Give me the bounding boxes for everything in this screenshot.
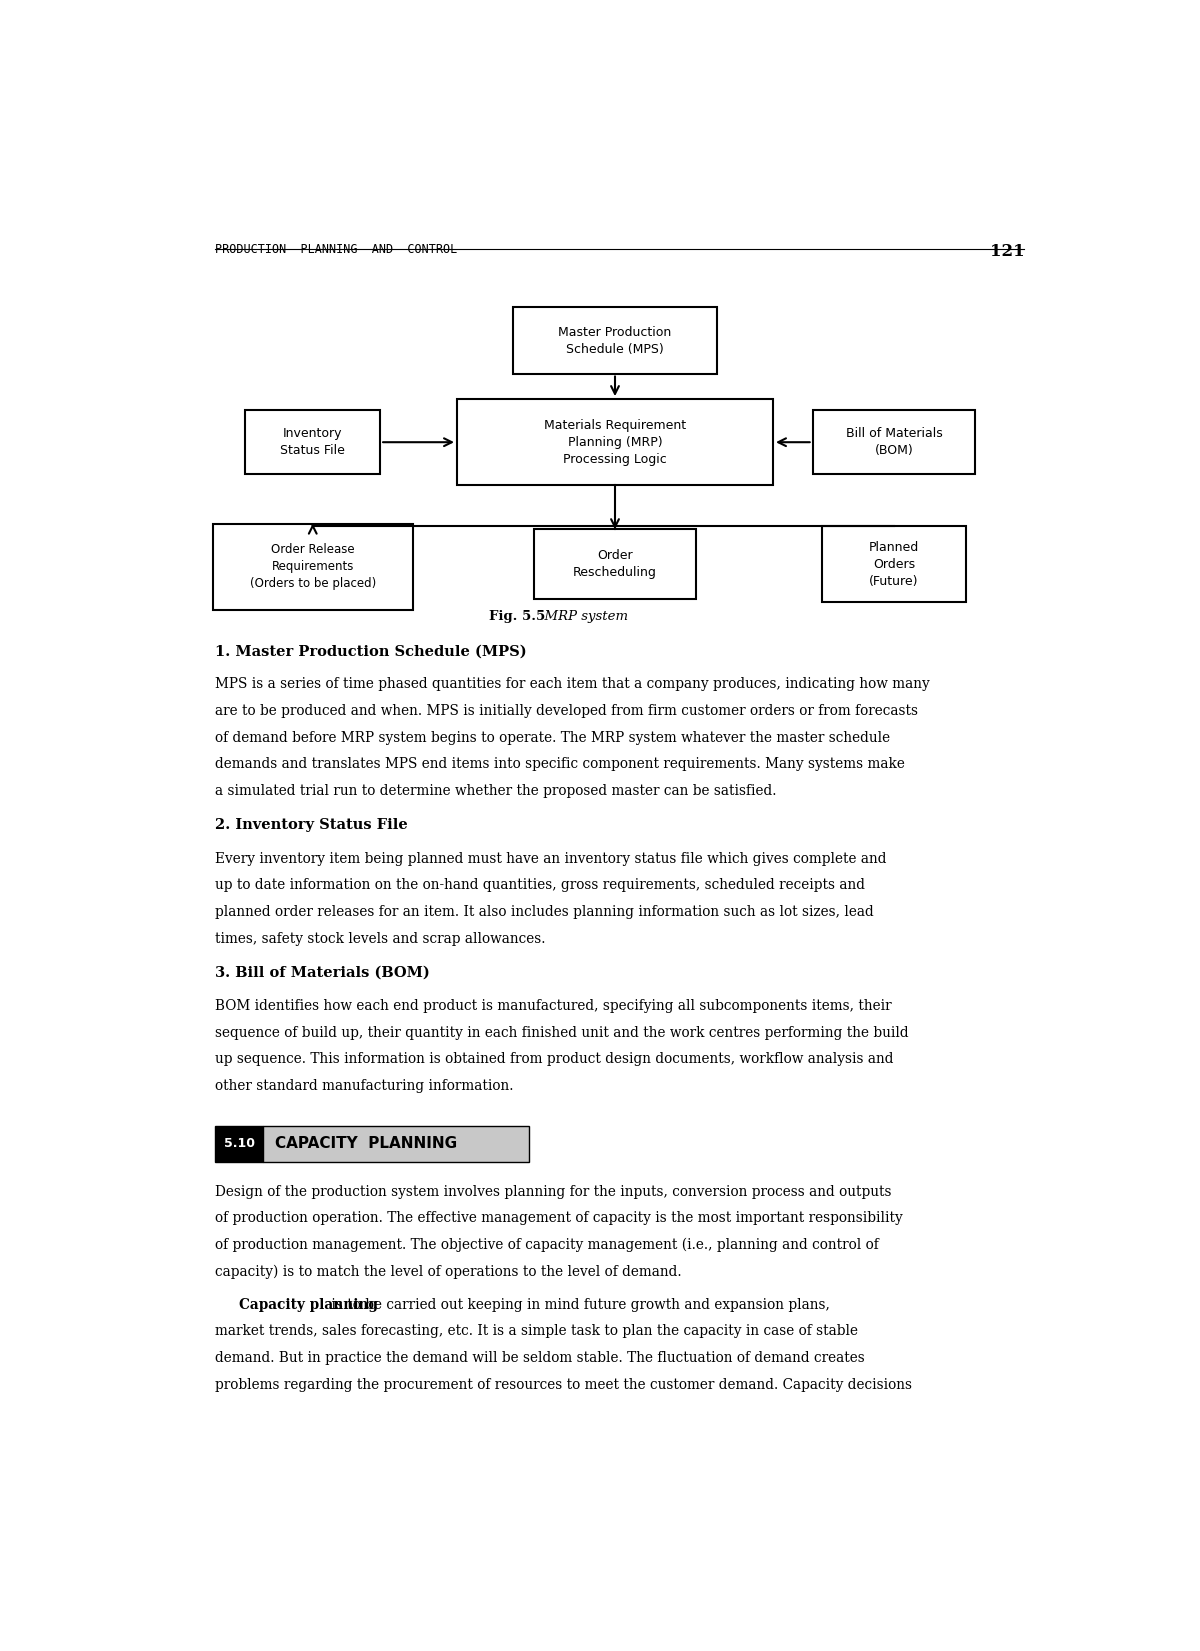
FancyBboxPatch shape xyxy=(822,527,966,603)
FancyBboxPatch shape xyxy=(212,523,413,609)
FancyBboxPatch shape xyxy=(512,307,718,373)
Text: are to be produced and when. MPS is initially developed from firm customer order: are to be produced and when. MPS is init… xyxy=(215,703,918,718)
FancyBboxPatch shape xyxy=(245,411,380,474)
Text: Every inventory item being planned must have an inventory status file which give: Every inventory item being planned must … xyxy=(215,852,887,865)
Text: demands and translates MPS end items into specific component requirements. Many : demands and translates MPS end items int… xyxy=(215,758,905,771)
Text: MPS is a series of time phased quantities for each item that a company produces,: MPS is a series of time phased quantitie… xyxy=(215,677,930,692)
Text: up to date information on the on-hand quantities, gross requirements, scheduled : up to date information on the on-hand qu… xyxy=(215,878,865,892)
Text: a simulated trial run to determine whether the proposed master can be satisfied.: a simulated trial run to determine wheth… xyxy=(215,784,776,797)
Text: of production operation. The effective management of capacity is the most import: of production operation. The effective m… xyxy=(215,1212,902,1225)
Text: CAPACITY  PLANNING: CAPACITY PLANNING xyxy=(275,1136,457,1151)
Text: is to be carried out keeping in mind future growth and expansion plans,: is to be carried out keeping in mind fut… xyxy=(326,1298,829,1313)
Text: Master Production
Schedule (MPS): Master Production Schedule (MPS) xyxy=(558,325,672,355)
Text: Order
Rescheduling: Order Rescheduling xyxy=(574,550,656,580)
Text: problems regarding the procurement of resources to meet the customer demand. Cap: problems regarding the procurement of re… xyxy=(215,1379,912,1392)
Text: Capacity planning: Capacity planning xyxy=(239,1298,378,1313)
Text: Design of the production system involves planning for the inputs, conversion pro: Design of the production system involves… xyxy=(215,1185,892,1199)
Text: Materials Requirement
Planning (MRP)
Processing Logic: Materials Requirement Planning (MRP) Pro… xyxy=(544,419,686,466)
Bar xyxy=(264,1126,528,1162)
Text: 5.10: 5.10 xyxy=(223,1138,254,1151)
Text: of production management. The objective of capacity management (i.e., planning a: of production management. The objective … xyxy=(215,1238,878,1253)
Text: BOM identifies how each end product is manufactured, specifying all subcomponent: BOM identifies how each end product is m… xyxy=(215,999,892,1014)
Text: MRP system: MRP system xyxy=(536,609,628,622)
Text: 121: 121 xyxy=(990,243,1024,259)
Text: market trends, sales forecasting, etc. It is a simple task to plan the capacity : market trends, sales forecasting, etc. I… xyxy=(215,1324,858,1339)
FancyBboxPatch shape xyxy=(457,400,773,485)
Text: sequence of build up, their quantity in each finished unit and the work centres : sequence of build up, their quantity in … xyxy=(215,1025,908,1040)
FancyBboxPatch shape xyxy=(812,411,976,474)
Text: Inventory
Status File: Inventory Status File xyxy=(281,428,346,457)
Text: 1. Master Production Schedule (MPS): 1. Master Production Schedule (MPS) xyxy=(215,644,527,659)
Text: PRODUCTION  PLANNING  AND  CONTROL: PRODUCTION PLANNING AND CONTROL xyxy=(215,243,457,256)
Text: Planned
Orders
(Future): Planned Orders (Future) xyxy=(869,542,919,588)
Text: Bill of Materials
(BOM): Bill of Materials (BOM) xyxy=(846,428,942,457)
Text: times, safety stock levels and scrap allowances.: times, safety stock levels and scrap all… xyxy=(215,931,546,946)
Text: demand. But in practice the demand will be seldom stable. The fluctuation of dem: demand. But in practice the demand will … xyxy=(215,1351,865,1365)
Bar xyxy=(215,1126,264,1162)
FancyBboxPatch shape xyxy=(534,530,696,599)
Text: 2. Inventory Status File: 2. Inventory Status File xyxy=(215,819,408,832)
Text: other standard manufacturing information.: other standard manufacturing information… xyxy=(215,1080,514,1093)
Text: Order Release
Requirements
(Orders to be placed): Order Release Requirements (Orders to be… xyxy=(250,543,376,591)
Text: of demand before MRP system begins to operate. The MRP system whatever the maste: of demand before MRP system begins to op… xyxy=(215,731,890,745)
Text: capacity) is to match the level of operations to the level of demand.: capacity) is to match the level of opera… xyxy=(215,1265,682,1280)
Text: 3. Bill of Materials (BOM): 3. Bill of Materials (BOM) xyxy=(215,966,430,981)
Text: up sequence. This information is obtained from product design documents, workflo: up sequence. This information is obtaine… xyxy=(215,1052,894,1067)
Text: planned order releases for an item. It also includes planning information such a: planned order releases for an item. It a… xyxy=(215,905,874,920)
Text: Fig. 5.5: Fig. 5.5 xyxy=(490,609,546,622)
